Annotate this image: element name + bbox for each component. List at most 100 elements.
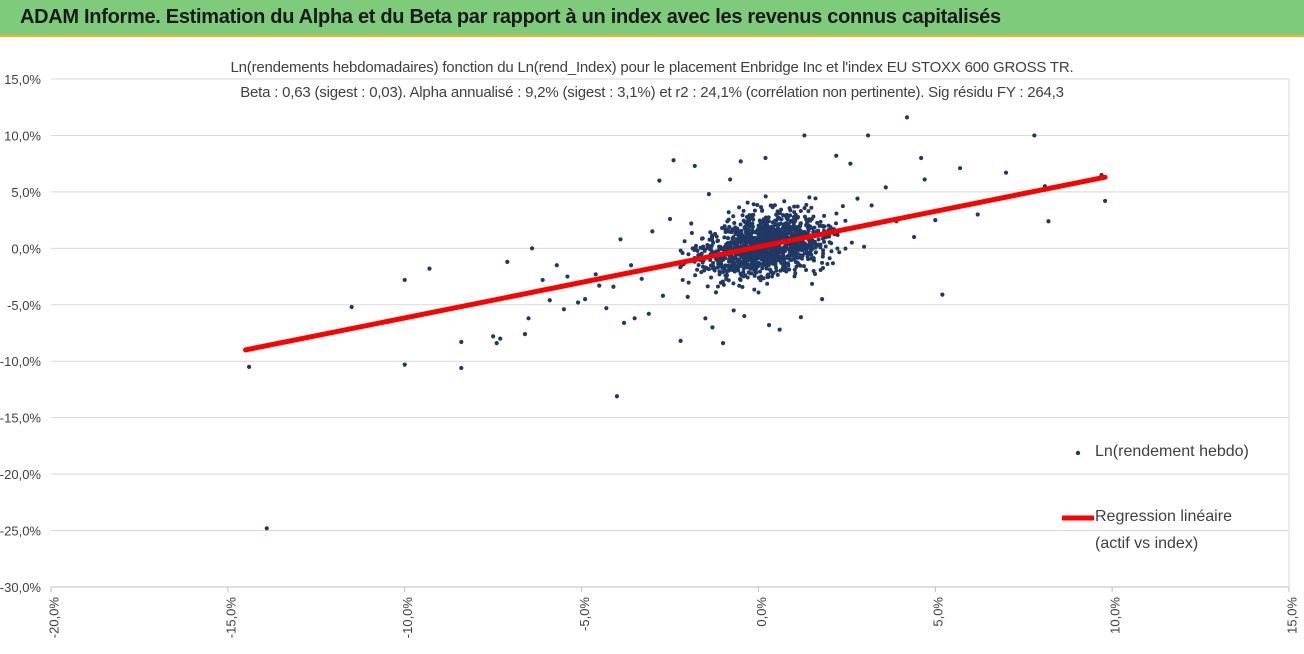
data-point [646, 311, 651, 316]
data-point [741, 266, 746, 271]
data-point [714, 257, 719, 262]
data-point [763, 194, 768, 199]
data-point [799, 256, 804, 261]
data-point [764, 266, 769, 271]
data-point [667, 216, 673, 222]
data-point [682, 239, 687, 244]
data-point [813, 196, 818, 201]
data-point [820, 266, 825, 271]
data-point [726, 236, 731, 241]
data-point [804, 217, 809, 222]
data-point [720, 226, 725, 231]
data-point [660, 293, 666, 298]
data-point [737, 277, 742, 282]
data-point [756, 290, 761, 295]
data-point [809, 256, 814, 261]
data-point [804, 267, 809, 272]
y-tick-label: -25,0% [0, 524, 41, 539]
report-header: ADAM Informe. Estimation du Alpha et du … [0, 0, 1304, 37]
data-point [529, 246, 535, 251]
data-point [810, 281, 815, 286]
data-point [821, 235, 826, 240]
data-point [777, 327, 782, 332]
data-point [807, 195, 812, 200]
data-point [788, 257, 793, 262]
data-point [744, 221, 749, 226]
data-point [849, 240, 854, 245]
data-point [816, 237, 821, 242]
data-point [1102, 198, 1108, 204]
data-point [745, 237, 750, 242]
data-point [686, 252, 691, 257]
data-point [834, 211, 839, 216]
data-point [760, 208, 765, 213]
data-point [639, 276, 644, 281]
data-point [787, 206, 792, 211]
data-point [822, 224, 827, 229]
data-point [715, 284, 720, 289]
data-point [710, 238, 715, 243]
data-point [788, 250, 793, 255]
data-point [775, 272, 780, 277]
data-point [715, 265, 720, 270]
data-point [756, 235, 761, 240]
data-point [765, 224, 770, 229]
y-tick-label: -20,0% [0, 467, 41, 482]
data-point [787, 267, 792, 272]
data-point [402, 362, 407, 367]
data-point [752, 235, 757, 240]
data-point [763, 232, 768, 237]
data-point [736, 268, 741, 273]
legend-label-points: Ln(rendement hebdo) [1095, 443, 1249, 460]
data-point [795, 204, 800, 209]
data-point [752, 239, 757, 244]
data-point [717, 269, 722, 274]
data-point [869, 203, 874, 208]
data-point [708, 230, 713, 235]
data-point [806, 209, 811, 214]
data-point [717, 244, 722, 249]
data-point [798, 263, 803, 268]
data-point [726, 278, 731, 283]
data-point [739, 231, 744, 236]
data-point [770, 251, 775, 256]
data-point [747, 213, 752, 218]
data-point [782, 249, 787, 254]
data-point [720, 341, 726, 346]
data-point [746, 217, 751, 222]
data-point [738, 271, 743, 276]
data-point [835, 232, 840, 237]
data-point [723, 263, 728, 268]
data-point [818, 245, 823, 250]
data-point [843, 246, 848, 251]
data-point [797, 247, 802, 252]
data-point [721, 257, 726, 262]
data-point [755, 203, 760, 208]
data-point [827, 234, 832, 239]
data-point [809, 205, 814, 210]
data-point [802, 241, 807, 246]
data-point [788, 219, 793, 224]
data-point [712, 266, 717, 271]
data-point [739, 234, 744, 239]
data-point [770, 224, 775, 229]
data-point [781, 213, 786, 218]
data-point [700, 236, 705, 241]
legend-label-regression-line2: (actif vs index) [1095, 535, 1199, 552]
data-point [726, 229, 731, 234]
data-point [709, 243, 714, 248]
data-point [714, 234, 719, 239]
chart-title-line2: Beta : 0,63 (sigest : 0,03). Alpha annua… [240, 84, 1064, 101]
data-point [738, 159, 743, 164]
data-point [744, 240, 749, 245]
data-point [919, 155, 924, 161]
data-point [808, 243, 813, 248]
x-tick-label: -20,0% [46, 597, 61, 639]
data-point [792, 267, 797, 272]
data-point [754, 251, 759, 256]
data-point [763, 236, 768, 241]
data-point [694, 243, 699, 248]
data-point [765, 273, 770, 278]
data-point [695, 267, 700, 272]
data-point [793, 248, 798, 253]
